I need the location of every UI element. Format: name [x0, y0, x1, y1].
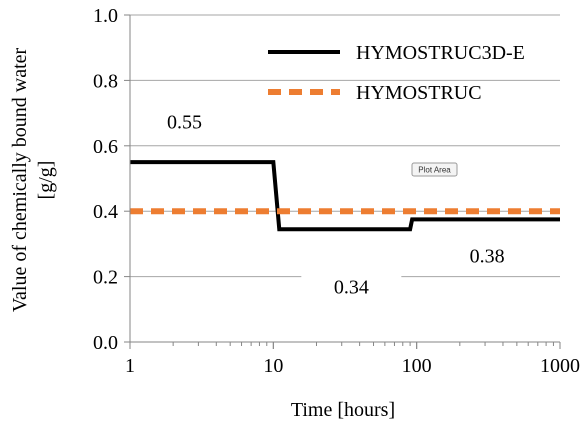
y-tick-label-1: 0.2 — [93, 267, 118, 289]
legend-label-hymostruc: HYMOSTRUC — [356, 82, 482, 104]
series-lines — [130, 160, 560, 232]
tooltip-text: Plot Area — [418, 166, 451, 175]
x-tick-label-0: 1 — [125, 355, 135, 377]
y-tick-label-5: 1.0 — [93, 5, 118, 27]
y-tick-label-0: 0.0 — [93, 332, 118, 354]
annotation-label-0: 0.55 — [167, 111, 202, 133]
annotation-backgrounds — [134, 107, 538, 301]
legend: HYMOSTRUC3D-E HYMOSTRUC — [268, 42, 525, 104]
x-tick-label-3: 1000 — [540, 355, 580, 377]
legend-label-hymostruc3d-e: HYMOSTRUC3D-E — [356, 42, 525, 64]
annotation-bg-0 — [134, 107, 235, 136]
y-axis-label-line2: [g/g] — [35, 161, 57, 200]
series-line-hymostruc3d-e — [130, 160, 560, 232]
y-tick-label-3: 0.6 — [93, 136, 118, 158]
annotation-label-2: 0.38 — [470, 245, 505, 267]
y-axis-label-line1: Value of chemically bound water — [9, 47, 31, 312]
tooltip-box — [411, 162, 458, 177]
x-tick-label-1: 10 — [263, 355, 283, 377]
x-tick-label-2: 100 — [402, 355, 432, 377]
annotation-bg-1 — [301, 272, 402, 301]
y-tick-label-2: 0.4 — [93, 201, 118, 223]
annotation-label-1: 0.34 — [334, 276, 369, 298]
axes — [124, 14, 561, 349]
annotation-bg-2 — [437, 241, 538, 270]
annotations: 0.55 0.34 0.38 — [167, 111, 505, 298]
y-tick-label-4: 0.8 — [93, 70, 118, 92]
plot-area-tooltip: Plot Area — [411, 162, 458, 177]
x-axis-label: Time [hours] — [291, 399, 395, 421]
tick-labels: 0.0 0.2 0.4 0.6 0.8 1.0 1 10 100 1000 — [93, 5, 580, 377]
